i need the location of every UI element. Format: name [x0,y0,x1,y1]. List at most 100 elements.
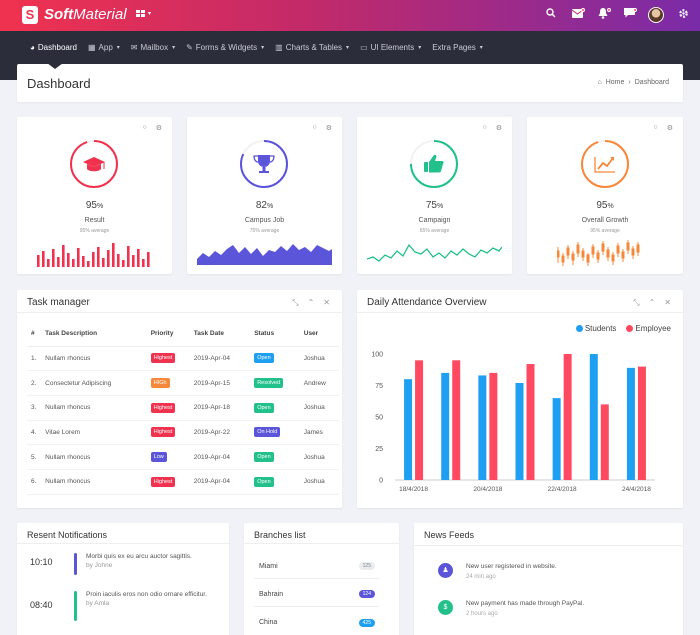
gear-icon[interactable]: ⚙ [495,125,502,132]
chat-icon[interactable] [622,8,637,22]
user-icon: ♟ [438,563,453,578]
result-sparkline [37,243,150,267]
status-badge: Resolved [254,378,284,389]
close-icon[interactable]: ✕ [664,298,671,307]
table-header-row: # Task Description Priority Task Date St… [27,322,339,347]
table-row[interactable]: 1. Nullam rhoncus Highest 2019-Apr-04 Open Jo… [27,346,339,372]
refresh-circle-icon[interactable]: ○ [142,124,147,131]
nav-item-label: Mailbox [140,42,169,52]
notifications-card: Resent Notifications 10:10 Morbi quis ex… [17,523,229,635]
mail-icon[interactable] [570,8,585,22]
collapse-icon[interactable]: ⌃ [307,298,315,307]
breadcrumb: ⌂ Home › Dashboard [597,79,669,86]
news-feeds-card: News Feeds ♟ New user registered in webs… [414,523,683,635]
feed-text: New payment has made through PayPal. 2 ho… [466,600,585,617]
notification-item[interactable]: 10:10 Morbi quis ex eu arcu auctor sagit… [30,553,216,575]
thumbs-up-icon [424,154,444,173]
collapse-icon[interactable]: ⌃ [648,298,656,307]
bar-students-0 [404,379,413,480]
branches-card: Branches list Miami 125 Bahrain 124 Chin… [244,523,399,635]
notification-item[interactable]: 08:40 Proin iaculis eros non odio ornare… [30,591,211,621]
legend-item-employee[interactable]: Employee [626,324,671,333]
table-row[interactable]: 6. Nullam rhoncus Highest 2019-Apr-04 Open Jo… [27,469,339,495]
card-divider [414,545,683,546]
stat-subtext: 65% average [419,228,450,234]
nav-item-extra-pages[interactable]: Extra Pages ▾ [432,43,483,52]
card-title: Daily Attendance Overview [367,297,487,308]
chevron-down-icon: ▾ [172,44,176,51]
x-tick-label: 22/4/2018 [548,486,577,493]
edit-icon: ✎ [186,42,193,52]
task-description: Nullam rhoncus [45,478,91,486]
bar-employee-0 [415,360,424,480]
nav-item-mailbox[interactable]: ✉ Mailbox ▾ [131,43,175,52]
breadcrumb-home-link[interactable]: Home [605,79,625,86]
y-tick-label: 25 [375,446,383,453]
y-tick-label: 75 [375,383,383,390]
column-header: User [299,322,339,347]
task-number: 3. [31,404,37,412]
table-row[interactable]: 5. Nullam rhoncus Low 2019-Apr-04 Open Joshua [27,444,339,470]
task-user: James [303,428,323,436]
gear-icon[interactable]: ⚙ [325,125,332,132]
user-avatar[interactable] [648,7,664,23]
chevron-down-icon: ▾ [346,44,350,51]
feed-item[interactable]: $ New payment has made through PayPal. 2 … [438,599,584,619]
close-icon[interactable]: ✕ [323,298,330,307]
column-header: Status [250,322,300,347]
priority-badge: Highest [150,427,176,438]
card-title: News Feeds [424,530,475,540]
nav-item-dashboard[interactable]: ◕ Dashboard [30,43,77,52]
bar-students-3 [515,382,524,480]
home-icon: ⌂ [597,79,602,86]
grid-icon [136,10,145,17]
task-number: 6. [31,478,37,486]
page-title-bar: Dashboard ⌂ Home › Dashboard [17,64,683,102]
legend-item-students[interactable]: Students [575,324,616,333]
task-description: Vitae Lorem [45,428,81,436]
gear-icon[interactable]: ⚙ [155,125,162,132]
refresh-circle-icon[interactable]: ○ [312,124,317,131]
chevron-down-icon: ▾ [418,44,422,51]
task-user: Joshua [303,478,325,486]
search-icon[interactable] [544,8,558,22]
nav-item-app[interactable]: ▦ App ▾ [88,43,120,52]
table-row[interactable]: 2. Consectetur Adipiscing HIGh 2019-Apr-15 R… [27,370,339,396]
nav-item-label: UI Elements [370,42,415,52]
gear-icon[interactable]: ⚙ [666,125,673,132]
card-divider [17,312,342,313]
column-header: Task Description [41,322,147,347]
branch-list-item[interactable]: China 425 [254,610,379,635]
stat-card-result: ○ ⚙ 95% Result 95% average [17,117,172,274]
card-title: Resent Notifications [27,530,108,540]
refresh-circle-icon[interactable]: ○ [482,124,487,131]
stat-subtext: 95% average [79,228,110,234]
settings-icon[interactable] [676,8,690,22]
stat-label: Campaign [418,217,451,224]
nav-item-ui-elements[interactable]: ▭ UI Elements ▾ [360,43,421,52]
mail-notification-dot [581,8,585,12]
branch-list-item[interactable]: Bahrain 124 [254,582,379,607]
table-row[interactable]: 4. Vitae Lorem Highest 2019-Apr-22 On Hold Ja… [27,420,339,446]
branch-name: China [259,619,278,626]
expand-icon[interactable]: ⤡ [633,298,640,307]
bell-icon[interactable] [596,8,611,22]
stat-value: 75% [425,200,444,211]
apps-grid-toggle[interactable]: ▾ [136,10,151,17]
task-user: Joshua [303,354,325,362]
nav-item-forms-widgets[interactable]: ✎ Forms & Widgets ▾ [186,43,264,52]
table-row[interactable]: 3. Nullam rhoncus Highest 2019-Apr-18 Open Jo… [27,395,339,421]
status-badge: Open [254,402,274,413]
feed-item[interactable]: ♟ New user registered in website. 24 min … [438,562,557,582]
task-user: Joshua [303,453,325,461]
brand-name: SoftMaterial [44,6,127,23]
chat-notification-dot [633,8,637,12]
brand-logo-link[interactable]: S SoftMaterial [22,6,127,24]
nav-item-charts-tables[interactable]: ▥ Charts & Tables ▾ [275,43,349,52]
branch-list-item[interactable]: Miami 125 [254,554,379,579]
refresh-circle-icon[interactable]: ○ [653,124,658,131]
stat-label: Overall Growth [581,217,629,224]
expand-icon[interactable]: ⤡ [292,298,299,307]
bar-employee-4 [563,354,572,480]
breadcrumb-current: Dashboard [634,79,669,86]
